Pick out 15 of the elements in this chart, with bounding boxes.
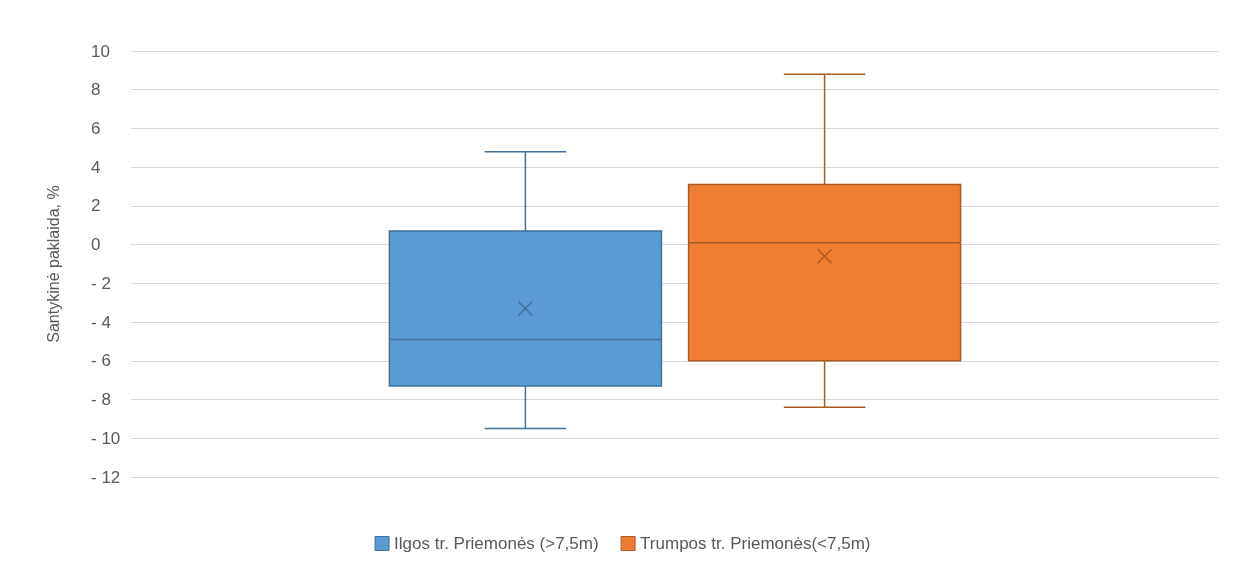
y-tick-label: 4 — [91, 157, 101, 177]
y-tick-label: - 10 — [91, 428, 121, 448]
y-tick-label: - 2 — [91, 273, 111, 293]
legend-label: Trumpos tr. Priemonės(<7,5m) — [640, 534, 871, 553]
y-tick-label: 10 — [91, 41, 110, 61]
y-axis-title: Santykinė paklaida, % — [44, 185, 62, 343]
y-tick-label: 2 — [91, 196, 101, 216]
y-tick-label: - 8 — [91, 390, 111, 410]
y-tick-label: - 6 — [91, 351, 111, 371]
y-tick-label: 6 — [91, 118, 101, 138]
y-tick-label: - 12 — [91, 467, 121, 487]
y-tick-label: 0 — [91, 235, 101, 255]
y-tick-label: - 4 — [91, 312, 111, 332]
y-tick-label: 8 — [91, 80, 101, 100]
legend-label: Ilgos tr. Priemonės (>7,5m) — [394, 534, 599, 553]
